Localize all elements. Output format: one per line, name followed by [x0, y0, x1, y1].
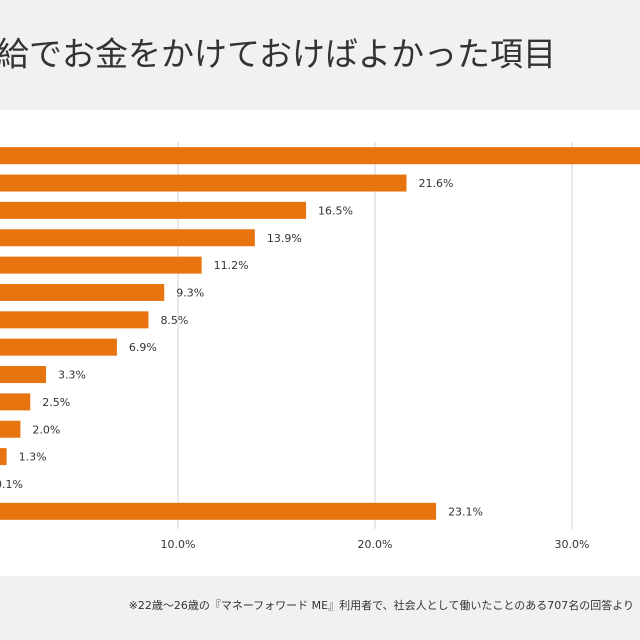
bar [0, 147, 640, 165]
bar [0, 393, 31, 411]
bar [0, 338, 117, 356]
value-label: 6.9% [129, 341, 157, 354]
x-tick-label: 20.0% [358, 538, 393, 551]
value-label: 8.5% [160, 314, 188, 327]
value-label: 16.5% [318, 204, 353, 217]
footnote: ※22歳〜26歳の『マネーフォワード ME』利用者で、社会人として働いたことのあ… [129, 598, 634, 612]
bar [0, 256, 202, 274]
x-tick-label: 30.0% [555, 538, 590, 551]
chart-title: 給でお金をかけておけばよかった項目 [0, 35, 556, 74]
value-label: 9.3% [176, 286, 204, 299]
value-label: 11.2% [214, 259, 249, 272]
bar [0, 174, 407, 192]
bar [0, 420, 21, 438]
value-label: 23.1% [448, 505, 483, 518]
bar [0, 502, 437, 520]
value-label: 3.3% [58, 369, 86, 382]
value-label: 1.3% [19, 451, 47, 464]
bar [0, 229, 255, 247]
bar [0, 366, 47, 384]
bar [0, 283, 165, 301]
value-label: 2.5% [42, 396, 70, 409]
x-tick-label: 10.0% [161, 538, 196, 551]
value-label: 13.9% [267, 232, 302, 245]
value-label: 21.6% [419, 177, 454, 190]
bar [0, 448, 7, 466]
bar [0, 201, 307, 219]
bar [0, 311, 149, 329]
value-label: 2.0% [32, 423, 60, 436]
value-label: 0.1% [0, 478, 23, 491]
